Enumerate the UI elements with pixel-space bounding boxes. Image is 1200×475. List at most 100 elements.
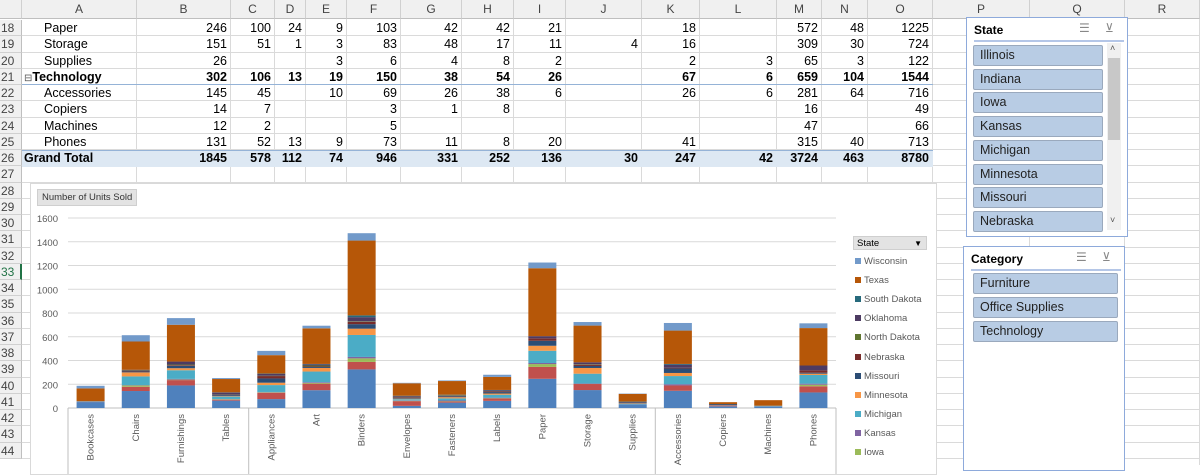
pivot-value-cell[interactable]	[822, 118, 868, 134]
pivot-value-cell[interactable]: 11	[401, 134, 462, 150]
row-label[interactable]: Phones	[22, 134, 137, 150]
pivot-value-cell[interactable]	[700, 118, 777, 134]
legend-item[interactable]: Missouri	[855, 371, 899, 382]
pivot-value-cell[interactable]: 716	[868, 85, 933, 101]
legend-item[interactable]: Minnesota	[855, 390, 908, 401]
slicer-item-michigan[interactable]: Michigan	[973, 140, 1103, 161]
pivot-value-cell[interactable]	[700, 20, 777, 36]
pivot-value-cell[interactable]	[566, 134, 642, 150]
pivot-value-cell[interactable]: 4	[401, 53, 462, 69]
pivot-value-cell[interactable]: 49	[868, 101, 933, 117]
pivot-value-cell[interactable]	[566, 101, 642, 117]
row-header[interactable]: 19	[0, 36, 22, 52]
pivot-value-cell[interactable]	[462, 118, 514, 134]
pivot-value-cell[interactable]: 47	[777, 118, 822, 134]
pivot-value-cell[interactable]: 48	[822, 20, 868, 36]
pivot-value-cell[interactable]: 104	[822, 69, 868, 85]
pivot-value-cell[interactable]	[275, 53, 306, 69]
slicer-item-kansas[interactable]: Kansas	[973, 116, 1103, 137]
pivot-value-cell[interactable]: 51	[231, 36, 275, 52]
slicer-item-nebraska[interactable]: Nebraska	[973, 211, 1103, 232]
pivot-value-cell[interactable]: 8	[462, 53, 514, 69]
row-label[interactable]: Supplies	[22, 53, 137, 69]
column-header-C[interactable]: C	[231, 0, 275, 19]
row-header[interactable]: 29	[0, 199, 22, 215]
pivot-value-cell[interactable]: 578	[231, 150, 275, 166]
column-header-B[interactable]: B	[137, 0, 231, 19]
pivot-value-cell[interactable]: 3	[822, 53, 868, 69]
multi-select-icon[interactable]: ☰	[1079, 21, 1090, 35]
clear-filter-icon[interactable]: ⊻	[1105, 21, 1114, 35]
legend-item[interactable]: Kansas	[855, 428, 896, 439]
legend-item[interactable]: Nebraska	[855, 352, 905, 363]
pivot-value-cell[interactable]: 247	[642, 150, 700, 166]
pivot-value-cell[interactable]: 69	[347, 85, 401, 101]
row-header[interactable]: 35	[0, 296, 22, 312]
legend-item[interactable]: Iowa	[855, 447, 884, 458]
row-label[interactable]: Accessories	[22, 85, 137, 101]
pivot-value-cell[interactable]: 112	[275, 150, 306, 166]
pivot-value-cell[interactable]: 19	[306, 69, 347, 85]
column-header-I[interactable]: I	[514, 0, 566, 19]
pivot-value-cell[interactable]: 3724	[777, 150, 822, 166]
scroll-thumb[interactable]	[1108, 58, 1120, 140]
pivot-value-cell[interactable]	[566, 20, 642, 36]
pivot-value-cell[interactable]: 6	[347, 53, 401, 69]
pivot-value-cell[interactable]	[700, 36, 777, 52]
pivot-value-cell[interactable]	[231, 53, 275, 69]
row-header[interactable]: 38	[0, 345, 22, 361]
pivot-value-cell[interactable]: 659	[777, 69, 822, 85]
pivot-value-cell[interactable]: 52	[231, 134, 275, 150]
row-header[interactable]: 27	[0, 166, 22, 182]
row-header[interactable]: 22	[0, 85, 22, 101]
row-header[interactable]: 23	[0, 101, 22, 117]
clear-filter-icon[interactable]: ⊻	[1102, 250, 1111, 264]
slicer-item-indiana[interactable]: Indiana	[973, 69, 1103, 90]
row-label[interactable]: Storage	[22, 36, 137, 52]
legend-item[interactable]: South Dakota	[855, 294, 922, 305]
pivot-value-cell[interactable]: 54	[462, 69, 514, 85]
pivot-value-cell[interactable]: 572	[777, 20, 822, 36]
slicer-item-iowa[interactable]: Iowa	[973, 92, 1103, 113]
row-label[interactable]: ⊟Technology	[22, 69, 137, 85]
pivot-value-cell[interactable]	[642, 118, 700, 134]
row-header[interactable]: 34	[0, 280, 22, 296]
slicer-item-office-supplies[interactable]: Office Supplies	[973, 297, 1118, 318]
row-label[interactable]: Paper	[22, 20, 137, 36]
row-header[interactable]: 41	[0, 394, 22, 410]
pivot-value-cell[interactable]: 26	[401, 85, 462, 101]
pivot-value-cell[interactable]: 122	[868, 53, 933, 69]
pivot-value-cell[interactable]	[514, 101, 566, 117]
pivot-value-cell[interactable]	[566, 85, 642, 101]
pivot-value-cell[interactable]: 724	[868, 36, 933, 52]
pivot-value-cell[interactable]: 2	[231, 118, 275, 134]
pivot-value-cell[interactable]: 74	[306, 150, 347, 166]
pivot-value-cell[interactable]: 9	[306, 134, 347, 150]
row-header[interactable]: 42	[0, 410, 22, 426]
pivot-value-cell[interactable]	[306, 118, 347, 134]
row-label[interactable]: Copiers	[22, 101, 137, 117]
scroll-up-icon[interactable]: ˄	[1110, 43, 1115, 53]
pivot-value-cell[interactable]: 41	[642, 134, 700, 150]
slicer-item-missouri[interactable]: Missouri	[973, 187, 1103, 208]
row-header[interactable]: 32	[0, 248, 22, 264]
legend-item[interactable]: Oklahoma	[855, 313, 907, 324]
row-header[interactable]: 26	[0, 150, 22, 166]
legend-item[interactable]: Wisconsin	[855, 256, 907, 267]
pivot-value-cell[interactable]	[700, 134, 777, 150]
pivot-value-cell[interactable]: 3	[306, 53, 347, 69]
pivot-value-cell[interactable]: 67	[642, 69, 700, 85]
pivot-value-cell[interactable]: 42	[401, 20, 462, 36]
pivot-value-cell[interactable]: 16	[642, 36, 700, 52]
pivot-value-cell[interactable]: 83	[347, 36, 401, 52]
pivot-value-cell[interactable]: 131	[137, 134, 231, 150]
row-header[interactable]: 40	[0, 378, 22, 394]
pivot-value-cell[interactable]: 315	[777, 134, 822, 150]
pivot-value-cell[interactable]: 16	[777, 101, 822, 117]
pivot-value-cell[interactable]: 26	[514, 69, 566, 85]
legend-item[interactable]: Michigan	[855, 409, 902, 420]
pivot-value-cell[interactable]: 24	[275, 20, 306, 36]
row-header[interactable]: 39	[0, 361, 22, 377]
pivot-value-cell[interactable]: 21	[514, 20, 566, 36]
